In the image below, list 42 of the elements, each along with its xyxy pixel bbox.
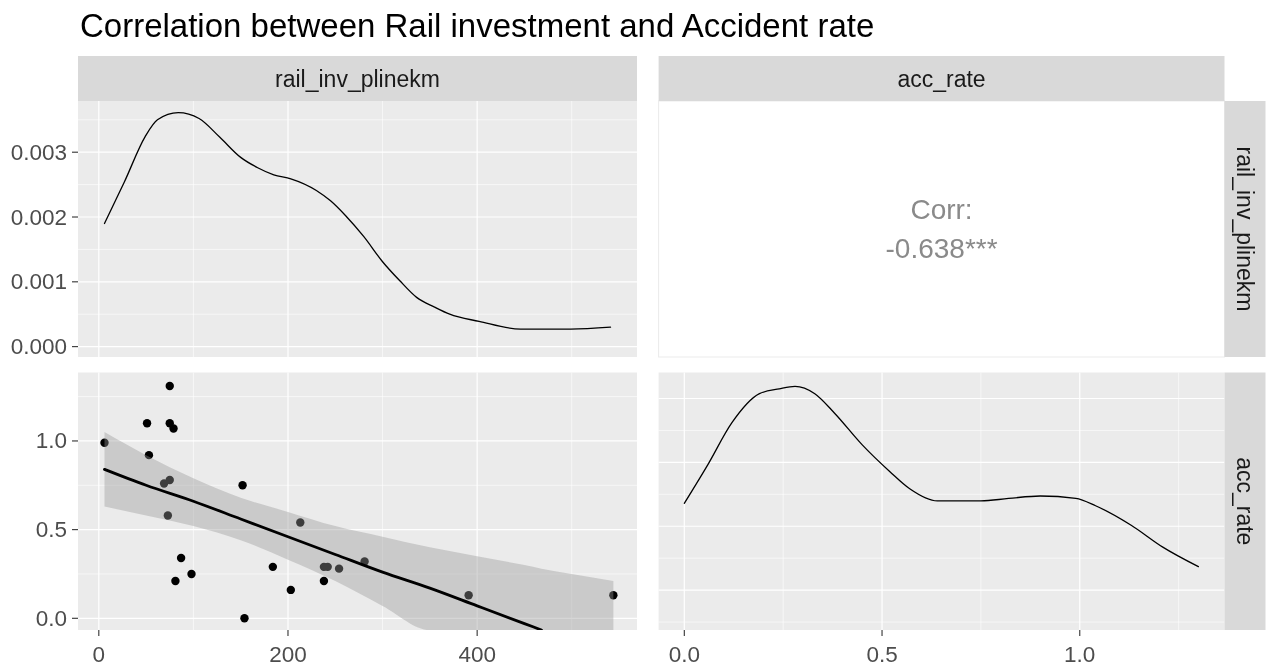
chart-title: Correlation between Rail investment and Accident rate: [80, 7, 875, 44]
point: [169, 424, 178, 433]
point: [238, 481, 247, 490]
y-axis-title: acc_rate: [1232, 457, 1258, 546]
line-series: [103, 467, 543, 630]
point: [165, 381, 174, 391]
y-tick-label: 0.001: [10, 269, 67, 295]
point: [159, 479, 169, 488]
x-tick-label: 1.0: [1064, 641, 1096, 667]
y-tick-label: 1.0: [35, 428, 67, 454]
point: [165, 475, 174, 485]
x-tick-label: 0: [92, 641, 106, 667]
line-series: [103, 112, 612, 330]
point: [163, 511, 173, 520]
y-tick-label: 0.003: [10, 139, 67, 165]
point: [268, 562, 278, 572]
x-tick-label: 400: [458, 641, 496, 667]
point: [286, 585, 296, 595]
point: [142, 419, 152, 428]
point: [296, 518, 305, 527]
point: [100, 438, 109, 447]
text: acc_rate: [897, 65, 986, 92]
point: [334, 564, 344, 573]
x-tick-label: 200: [269, 641, 307, 667]
y-tick-label: 0.5: [35, 517, 67, 543]
y-tick-label: 0.002: [10, 204, 67, 230]
x-tick-label: 0.0: [668, 641, 700, 667]
x-tick-label: 0.5: [866, 641, 898, 667]
text: rail_inv_plinekm: [1232, 146, 1258, 312]
point: [171, 576, 180, 586]
point: [319, 576, 329, 586]
point: [144, 450, 154, 460]
point: [240, 614, 249, 623]
x-axis-title: rail_inv_plinekm: [275, 65, 440, 92]
y-tick-label: 0.000: [10, 334, 67, 360]
point: [609, 591, 618, 600]
text: -0.638***: [885, 232, 998, 264]
point: [464, 591, 473, 600]
point: [187, 569, 196, 579]
text: Corr:: [910, 194, 973, 226]
point: [176, 553, 186, 563]
y-tick-label: 0.0: [35, 605, 67, 631]
